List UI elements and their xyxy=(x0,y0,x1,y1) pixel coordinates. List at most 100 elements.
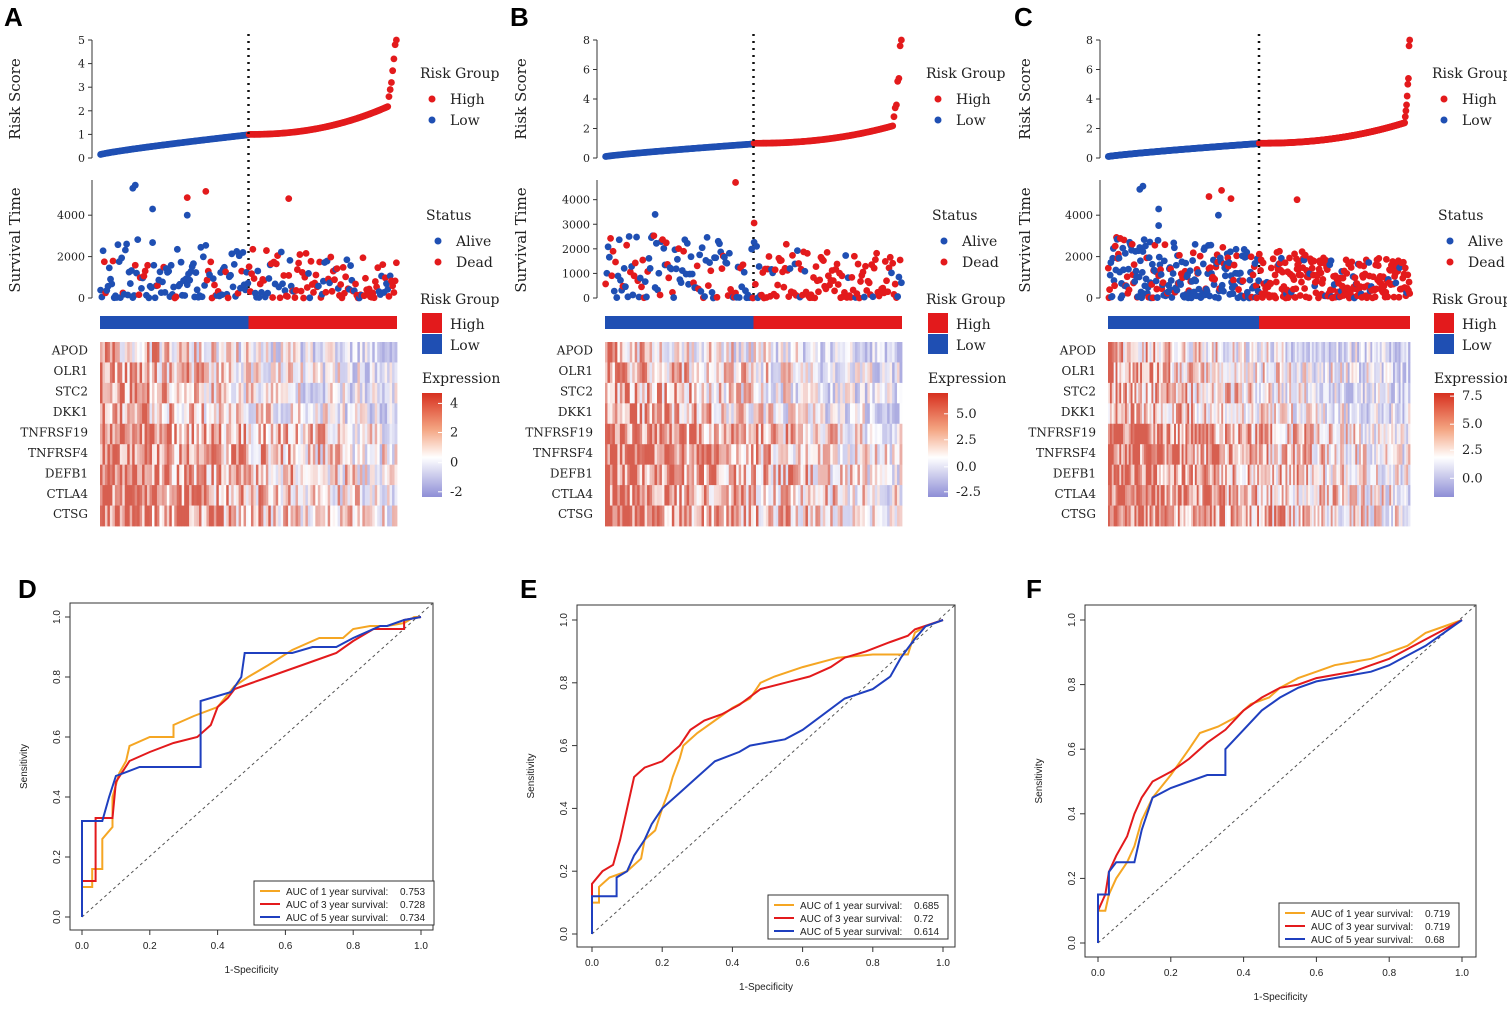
heatmap-cell xyxy=(741,464,744,486)
heatmap-cell xyxy=(1270,403,1273,425)
heatmap-cell xyxy=(1315,403,1318,425)
heatmap-cell xyxy=(765,485,769,506)
panel-letter: B xyxy=(510,2,529,32)
heatmap-cell xyxy=(349,464,353,486)
heatmap-cell xyxy=(624,342,628,363)
heatmap-cell xyxy=(1117,342,1120,363)
survival-point xyxy=(201,282,208,289)
heatmap-cell xyxy=(765,362,769,384)
heatmap-cell xyxy=(107,444,111,466)
heatmap-cell xyxy=(159,464,163,486)
heatmap-cell xyxy=(107,464,111,486)
survival-point xyxy=(1286,254,1293,262)
heatmap-cell xyxy=(104,464,108,486)
heatmap-cell xyxy=(134,485,138,506)
heatmap-cell xyxy=(1330,362,1334,384)
heatmap-cell xyxy=(362,382,366,404)
heatmap-cell xyxy=(119,423,123,445)
survival-point xyxy=(186,276,194,284)
heatmap-cell xyxy=(1141,362,1145,384)
heatmap-cell xyxy=(1121,403,1124,425)
heatmap-cell xyxy=(1124,342,1128,363)
heatmap-cell xyxy=(221,342,225,363)
heatmap-cell xyxy=(1196,423,1199,445)
survival-point xyxy=(1237,269,1244,277)
heatmap-cell xyxy=(201,444,205,466)
heatmap-cell xyxy=(656,464,660,486)
survival-point xyxy=(680,247,687,255)
survival-point xyxy=(352,280,359,288)
heatmap-cell xyxy=(619,505,623,527)
heatmap-cell xyxy=(394,403,398,425)
heatmap-cell xyxy=(835,485,839,506)
heatmap-cell xyxy=(800,485,804,506)
heatmap-cell xyxy=(656,382,660,404)
heatmap-cell xyxy=(330,444,334,466)
heatmap-cell xyxy=(721,342,725,363)
survival-point xyxy=(156,268,164,276)
heatmap-cell xyxy=(1257,403,1260,425)
heatmap-cell xyxy=(1145,362,1149,384)
heatmap-cell xyxy=(377,423,381,445)
heatmap-cell xyxy=(627,485,631,506)
heatmap-cell xyxy=(238,485,242,506)
heatmap-cell xyxy=(647,362,650,384)
heatmap-cell xyxy=(117,362,121,384)
survival-point xyxy=(312,271,320,279)
heatmap-cell xyxy=(1326,403,1330,425)
heatmap-cell xyxy=(1370,342,1373,363)
heatmap-cell xyxy=(1353,382,1356,404)
heatmap-cell xyxy=(726,362,730,384)
heatmap-cell xyxy=(1402,362,1405,384)
heatmap-cell xyxy=(1406,342,1409,363)
heatmap-cell xyxy=(812,403,816,425)
heatmap-cell xyxy=(142,342,145,363)
heatmap-cell xyxy=(830,362,834,384)
heatmap-cell xyxy=(607,382,611,404)
heatmap-cell xyxy=(166,505,170,527)
heatmap-cell xyxy=(310,362,314,384)
survival-point xyxy=(255,294,263,301)
heatmap-cell xyxy=(649,362,653,384)
heatmap-cell xyxy=(862,464,866,486)
survival-point xyxy=(656,291,664,299)
heatmap-cell xyxy=(161,362,165,384)
risk-score-point xyxy=(392,36,400,44)
heatmap-cell xyxy=(357,403,361,425)
heatmap-cell xyxy=(763,444,767,466)
heatmap-cell xyxy=(1383,403,1386,425)
heatmap-cell xyxy=(317,423,321,445)
survival-point xyxy=(1239,277,1247,285)
heatmap-cell xyxy=(317,505,321,527)
heatmap-cell xyxy=(382,423,386,445)
heatmap-cell xyxy=(1228,362,1232,384)
survival-point xyxy=(1120,266,1127,274)
heatmap-cell xyxy=(1221,423,1224,445)
heatmap-cell xyxy=(649,505,653,527)
heatmap-cell xyxy=(1270,342,1273,363)
heatmap-cell xyxy=(359,362,363,384)
heatmap-cell xyxy=(320,444,324,466)
heatmap-cell xyxy=(241,444,244,466)
survival-point xyxy=(639,256,647,264)
heatmap-cell xyxy=(137,505,140,527)
heatmap-cell xyxy=(1204,423,1207,445)
heatmap-cell xyxy=(1323,403,1326,425)
heatmap-cell xyxy=(1160,342,1164,363)
heatmap-cell xyxy=(654,485,658,506)
heatmap-cell xyxy=(805,444,809,466)
survival-point xyxy=(1194,269,1202,276)
heatmap-cell xyxy=(837,485,841,506)
survival-point xyxy=(1142,242,1149,250)
heatmap-cell xyxy=(763,464,767,486)
heatmap-cell xyxy=(656,342,660,363)
heatmap-cell xyxy=(718,464,722,486)
survival-point xyxy=(1191,240,1199,248)
heatmap-cell xyxy=(775,505,779,527)
risk-score-ylabel: Risk Score xyxy=(512,58,530,140)
survival-point xyxy=(362,274,369,282)
heatmap-cell xyxy=(835,464,839,486)
heatmap-cell xyxy=(760,444,764,466)
heatmap-cell xyxy=(206,403,210,425)
